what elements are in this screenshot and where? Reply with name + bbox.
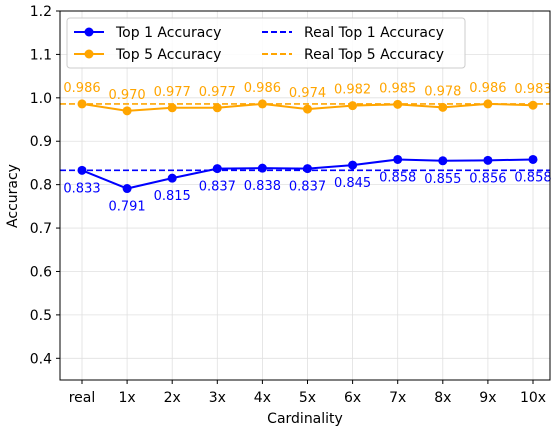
- legend-marker: [84, 27, 94, 37]
- legend-label: Top 1 Accuracy: [115, 25, 221, 41]
- plot-frame: [59, 10, 551, 381]
- data-point: [393, 154, 403, 164]
- x-tick-label: 3x: [209, 390, 226, 406]
- y-tick-label: 0.6: [30, 264, 52, 280]
- legend: Top 1 Accuracy Top 5 Accuracy Real Top 1 A…: [66, 17, 466, 69]
- x-tick-label: 9x: [479, 390, 496, 406]
- data-point: [77, 99, 87, 109]
- x-tick-label: 5x: [299, 390, 316, 406]
- data-label: 0.845: [334, 176, 371, 191]
- data-label: 0.974: [289, 86, 326, 101]
- data-label: 0.986: [244, 81, 281, 96]
- y-tick-label: 1.2: [30, 4, 52, 20]
- data-label: 0.837: [199, 180, 236, 195]
- data-point: [483, 155, 493, 165]
- data-point: [303, 164, 312, 174]
- data-label: 0.982: [334, 83, 371, 98]
- data-point: [167, 173, 177, 183]
- data-point: [438, 156, 448, 166]
- y-tick-label: 0.7: [30, 221, 52, 237]
- y-axis-ticks: 0.4 0.5 0.6 0.7 0.8 0.9 1.0 1.1 1.2: [30, 4, 60, 367]
- data-point: [528, 154, 538, 164]
- data-point: [303, 104, 312, 114]
- data-label: 0.978: [424, 84, 461, 99]
- y-axis-title: Accuracy: [5, 164, 21, 228]
- data-point: [257, 163, 267, 173]
- y-tick-label: 0.8: [30, 178, 52, 194]
- data-label: 0.858: [514, 170, 551, 185]
- data-label: 0.985: [379, 81, 416, 96]
- data-point: [77, 165, 87, 175]
- data-point: [122, 184, 132, 194]
- data-label: 0.791: [108, 200, 145, 215]
- grid: [60, 11, 550, 380]
- data-point: [348, 160, 358, 170]
- data-label: 0.977: [199, 85, 236, 100]
- data-label: 0.986: [63, 81, 100, 96]
- data-point: [393, 99, 403, 109]
- legend-box: [66, 17, 466, 69]
- legend-label: Real Top 1 Accuracy: [304, 25, 444, 41]
- x-tick-label: 6x: [344, 390, 361, 406]
- data-label: 0.986: [469, 81, 506, 96]
- data-point: [528, 100, 538, 110]
- y-tick-label: 0.5: [30, 308, 52, 324]
- x-axis-title: Cardinality: [267, 411, 343, 427]
- y-tick-label: 1.0: [30, 91, 52, 107]
- y-tick-label: 0.9: [30, 134, 52, 150]
- x-axis-ticks: real 1x 2x 3x 4x 5x 6x 7x 8x 9x 10x: [69, 380, 546, 406]
- data-point: [212, 164, 222, 174]
- data-point: [348, 101, 358, 111]
- data-label: 0.858: [379, 170, 416, 185]
- data-point: [438, 102, 448, 112]
- x-tick-label: 2x: [164, 390, 181, 406]
- data-label: 0.970: [108, 88, 145, 103]
- y-tick-label: 0.4: [30, 351, 52, 367]
- data-point: [212, 103, 222, 113]
- x-tick-label: 4x: [254, 390, 271, 406]
- data-label: 0.856: [469, 171, 506, 186]
- data-label: 0.855: [424, 172, 461, 187]
- data-point: [257, 99, 267, 109]
- x-tick-label: 1x: [118, 390, 135, 406]
- series: [77, 99, 538, 194]
- y-tick-label: 1.1: [30, 47, 52, 63]
- data-label: 0.833: [63, 181, 100, 196]
- data-labels: 0.833 0.791 0.815 0.837 0.838 0.837 0.845 0.858…: [63, 81, 551, 215]
- x-tick-label: 10x: [520, 390, 546, 406]
- data-point: [483, 99, 493, 109]
- legend-label: Top 5 Accuracy: [115, 47, 221, 63]
- data-point: [167, 103, 177, 113]
- data-point: [122, 106, 132, 116]
- data-label: 0.838: [244, 179, 281, 194]
- x-tick-label: 7x: [389, 390, 406, 406]
- legend-label: Real Top 5 Accuracy: [304, 47, 444, 63]
- x-tick-label: 8x: [434, 390, 451, 406]
- data-label: 0.977: [154, 85, 191, 100]
- data-label: 0.815: [154, 189, 191, 204]
- x-tick-label: real: [69, 390, 96, 406]
- data-label: 0.983: [514, 82, 551, 97]
- data-label: 0.837: [289, 180, 326, 195]
- legend-marker: [84, 49, 94, 59]
